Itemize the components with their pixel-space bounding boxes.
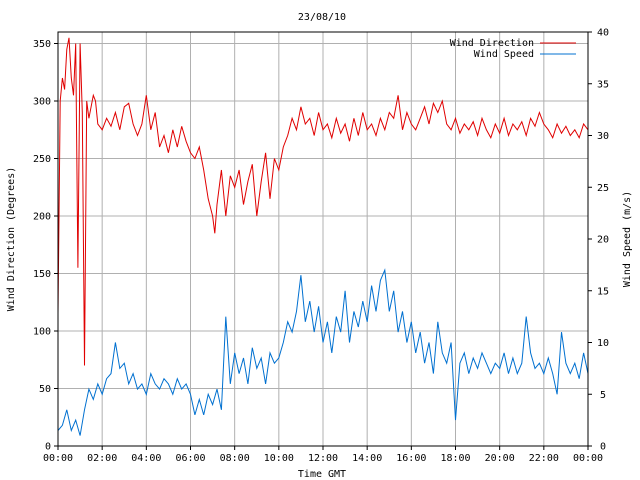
y-left-tick-label: 100 xyxy=(33,327,51,338)
y-right-tick-label: 25 xyxy=(597,183,609,194)
y-right-tick-label: 0 xyxy=(600,442,606,453)
y-right-tick-label: 5 xyxy=(600,390,606,401)
y-axis-right-label: Wind Speed (m/s) xyxy=(622,191,633,287)
y-left-tick-label: 50 xyxy=(39,384,51,395)
x-tick-label: 22:00 xyxy=(529,453,559,464)
x-tick-label: 20:00 xyxy=(485,453,515,464)
y-left-tick-label: 150 xyxy=(33,269,51,280)
grid xyxy=(58,32,588,446)
series-line-wind-speed xyxy=(57,268,589,436)
y-left-tick-label: 200 xyxy=(33,212,51,223)
y-right-tick-label: 40 xyxy=(597,28,609,39)
x-tick-label: 02:00 xyxy=(87,453,117,464)
legend: Wind Direction Wind Speed xyxy=(450,38,576,60)
y-right-tick-label: 30 xyxy=(597,131,609,142)
ticks: 00:00 02:00 04:00 06:00 08:00 10:00 12:00 14:00… xyxy=(33,28,609,465)
x-tick-label: 14:00 xyxy=(352,453,382,464)
legend-label-wind-speed: Wind Speed xyxy=(474,49,534,60)
x-tick-label: 00:00 xyxy=(43,453,73,464)
series-layer xyxy=(57,37,589,436)
x-tick-label: 08:00 xyxy=(220,453,250,464)
x-tick-label: 18:00 xyxy=(440,453,470,464)
y-axis-left-label: Wind Direction (Degrees) xyxy=(6,167,17,312)
x-tick-label: 16:00 xyxy=(396,453,426,464)
legend-label-wind-direction: Wind Direction xyxy=(450,38,534,49)
chart-title: 23/08/10 xyxy=(298,12,346,23)
y-left-tick-label: 0 xyxy=(45,442,51,453)
x-tick-label: 06:00 xyxy=(175,453,205,464)
y-right-tick-label: 20 xyxy=(597,235,609,246)
y-right-tick-label: 35 xyxy=(597,79,609,90)
series-line-wind-direction xyxy=(57,37,589,366)
y-left-tick-label: 300 xyxy=(33,97,51,108)
x-tick-label: 00:00 xyxy=(573,453,603,464)
x-axis-label: Time GMT xyxy=(298,469,346,480)
y-left-tick-label: 350 xyxy=(33,39,51,50)
x-tick-label: 10:00 xyxy=(264,453,294,464)
y-right-tick-label: 10 xyxy=(597,338,609,349)
x-tick-label: 04:00 xyxy=(131,453,161,464)
y-right-tick-label: 15 xyxy=(597,286,609,297)
x-tick-label: 12:00 xyxy=(308,453,338,464)
y-left-tick-label: 250 xyxy=(33,154,51,165)
